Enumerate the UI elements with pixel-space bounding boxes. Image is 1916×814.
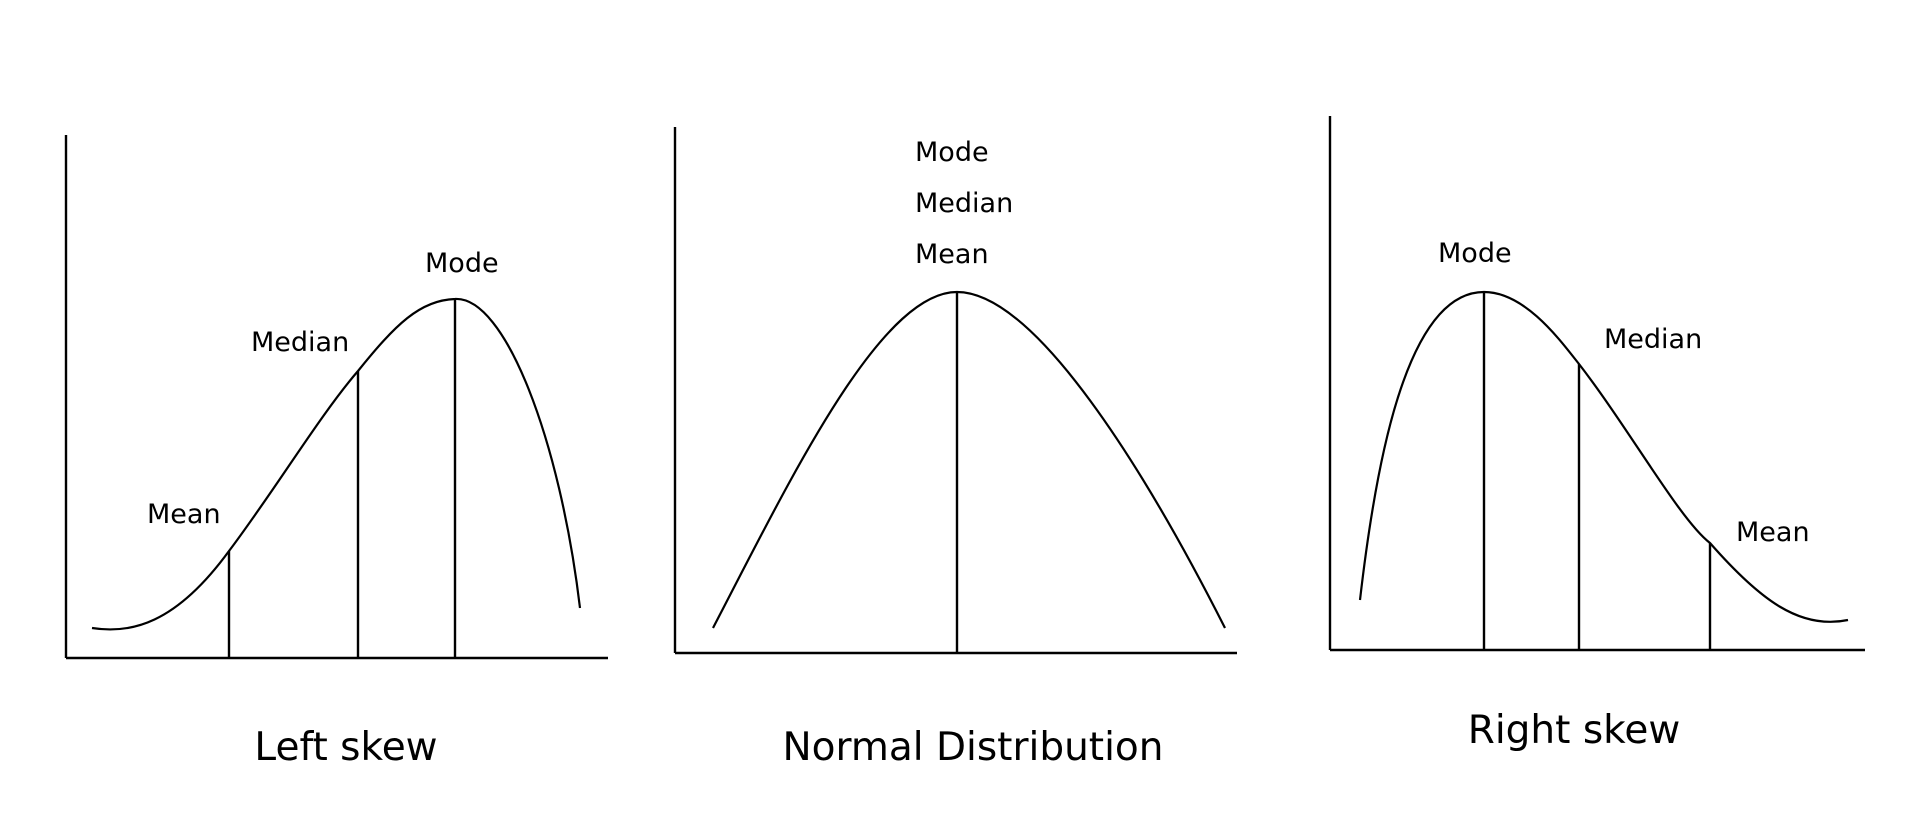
normal-distribution-title: Normal Distribution xyxy=(782,725,1163,770)
right-median-label: Median xyxy=(1604,324,1702,355)
normal-distribution-panel: Mode Median Mean Normal Distribution xyxy=(673,127,1237,770)
normal-mode-label: Mode xyxy=(915,137,989,168)
normal-mean-label: Mean xyxy=(915,239,989,270)
left-mean-label: Mean xyxy=(147,499,221,530)
right-skew-panel: Mode Median Mean Right skew xyxy=(1328,116,1865,753)
right-skew-curve xyxy=(1358,290,1849,623)
right-mean-label: Mean xyxy=(1736,517,1810,548)
left-skew-panel: Mean Median Mode Left skew xyxy=(64,135,608,770)
right-mode-label: Mode xyxy=(1438,238,1512,269)
normal-curve xyxy=(712,290,1226,629)
normal-median-label: Median xyxy=(915,188,1013,219)
right-skew-title: Right skew xyxy=(1468,708,1681,753)
left-mode-label: Mode xyxy=(425,248,499,279)
left-skew-title: Left skew xyxy=(254,725,437,770)
left-skew-curve xyxy=(91,297,582,631)
left-median-label: Median xyxy=(251,327,349,358)
